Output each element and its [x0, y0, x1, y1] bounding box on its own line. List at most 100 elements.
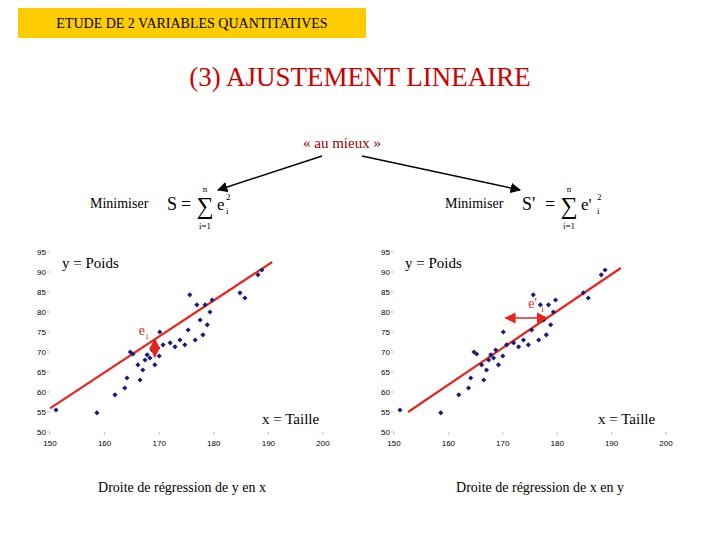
- y-tick-label: 60: [381, 388, 390, 397]
- regression-line: [408, 268, 621, 412]
- y-tick-label: 60: [37, 388, 46, 397]
- point: [586, 295, 591, 300]
- y-tick: [391, 372, 394, 373]
- caption: Droite de régression de y en x: [98, 480, 266, 495]
- y-tick: [391, 392, 394, 393]
- formula-term: e': [581, 195, 592, 214]
- y-tick-label: 55: [37, 408, 46, 417]
- plot-area: [397, 267, 620, 415]
- point: [172, 344, 177, 349]
- point: [479, 362, 484, 367]
- point: [177, 337, 182, 342]
- point: [182, 342, 187, 347]
- point: [546, 302, 551, 307]
- x-tick-label: 200: [659, 439, 673, 448]
- y-tick: [391, 412, 394, 413]
- x-tick-label: 180: [207, 439, 221, 448]
- point: [516, 344, 521, 349]
- point: [466, 385, 471, 390]
- point: [142, 357, 147, 362]
- y-tick: [47, 292, 50, 293]
- y-tick: [47, 392, 50, 393]
- point: [147, 355, 152, 360]
- point: [137, 377, 142, 382]
- x-tick-label: 160: [98, 439, 112, 448]
- point: [242, 295, 247, 300]
- point: [194, 302, 199, 307]
- y-tick: [391, 292, 394, 293]
- x-tick: [394, 432, 395, 435]
- y-tick: [47, 332, 50, 333]
- x-tick-label: 190: [605, 439, 619, 448]
- x-tick-label: 180: [551, 439, 565, 448]
- y-tick-label: 90: [381, 268, 390, 277]
- point: [135, 362, 140, 367]
- y-tick-label: 95: [381, 248, 390, 257]
- y-tick-label: 80: [37, 308, 46, 317]
- y-tick-label: 80: [381, 308, 390, 317]
- x-tick: [557, 432, 558, 435]
- x-tick: [213, 432, 214, 435]
- x-tick: [448, 432, 449, 435]
- point: [551, 309, 556, 314]
- point: [397, 407, 402, 412]
- arrow: [218, 156, 322, 190]
- point: [200, 332, 205, 337]
- header: ETUDE DE 2 VARIABLES QUANTITATIVES: [56, 16, 327, 31]
- point: [526, 342, 531, 347]
- formula-lhs: S': [522, 194, 535, 214]
- x-tick: [611, 432, 612, 435]
- y-tick-label: 75: [381, 328, 390, 337]
- point: [124, 375, 129, 380]
- point: [521, 337, 526, 342]
- point: [112, 392, 117, 397]
- point: [468, 375, 473, 380]
- arrow: [362, 156, 520, 190]
- point: [202, 302, 207, 307]
- x-tick-label: 150: [387, 439, 401, 448]
- point: [205, 322, 210, 327]
- y-tick-label: 50: [381, 428, 390, 437]
- point: [496, 362, 501, 367]
- y-tick: [47, 432, 50, 433]
- formula-sum: ∑: [560, 193, 577, 220]
- point: [237, 290, 242, 295]
- chart: 50556065707580859095150160170180190200ei…: [37, 248, 330, 495]
- formula-eq: =: [181, 194, 191, 214]
- residual-arrow: [506, 317, 547, 319]
- x-tick-label: 150: [43, 439, 57, 448]
- point: [150, 347, 155, 352]
- x-tick: [268, 432, 269, 435]
- y-tick-label: 70: [37, 348, 46, 357]
- point: [198, 317, 203, 322]
- x-tick-label: 190: [262, 439, 276, 448]
- point: [130, 351, 135, 356]
- point: [581, 290, 586, 295]
- point: [259, 267, 264, 272]
- plot-area: [50, 262, 272, 415]
- formula-sub: i: [226, 206, 229, 216]
- residual-arrow: [154, 339, 156, 357]
- point: [548, 322, 553, 327]
- point: [553, 297, 558, 302]
- x-tick-label: 160: [442, 439, 456, 448]
- formula-upper: n: [567, 184, 572, 194]
- point: [152, 362, 157, 367]
- formula-sup: 2: [226, 192, 231, 202]
- point: [140, 367, 145, 372]
- point: [157, 353, 162, 358]
- point: [187, 292, 192, 297]
- y-tick: [47, 312, 50, 313]
- formula-sup: 2: [597, 192, 602, 202]
- x-tick: [323, 432, 324, 435]
- formula-eq: =: [545, 194, 555, 214]
- y-tick: [47, 252, 50, 253]
- x-axis-label: x = Taille: [598, 411, 655, 427]
- point: [438, 410, 443, 415]
- x-tick-label: 170: [496, 439, 510, 448]
- y-tick-label: 65: [381, 368, 390, 377]
- y-tick: [391, 352, 394, 353]
- point: [500, 353, 505, 358]
- header-box: [18, 8, 366, 38]
- point: [501, 329, 506, 334]
